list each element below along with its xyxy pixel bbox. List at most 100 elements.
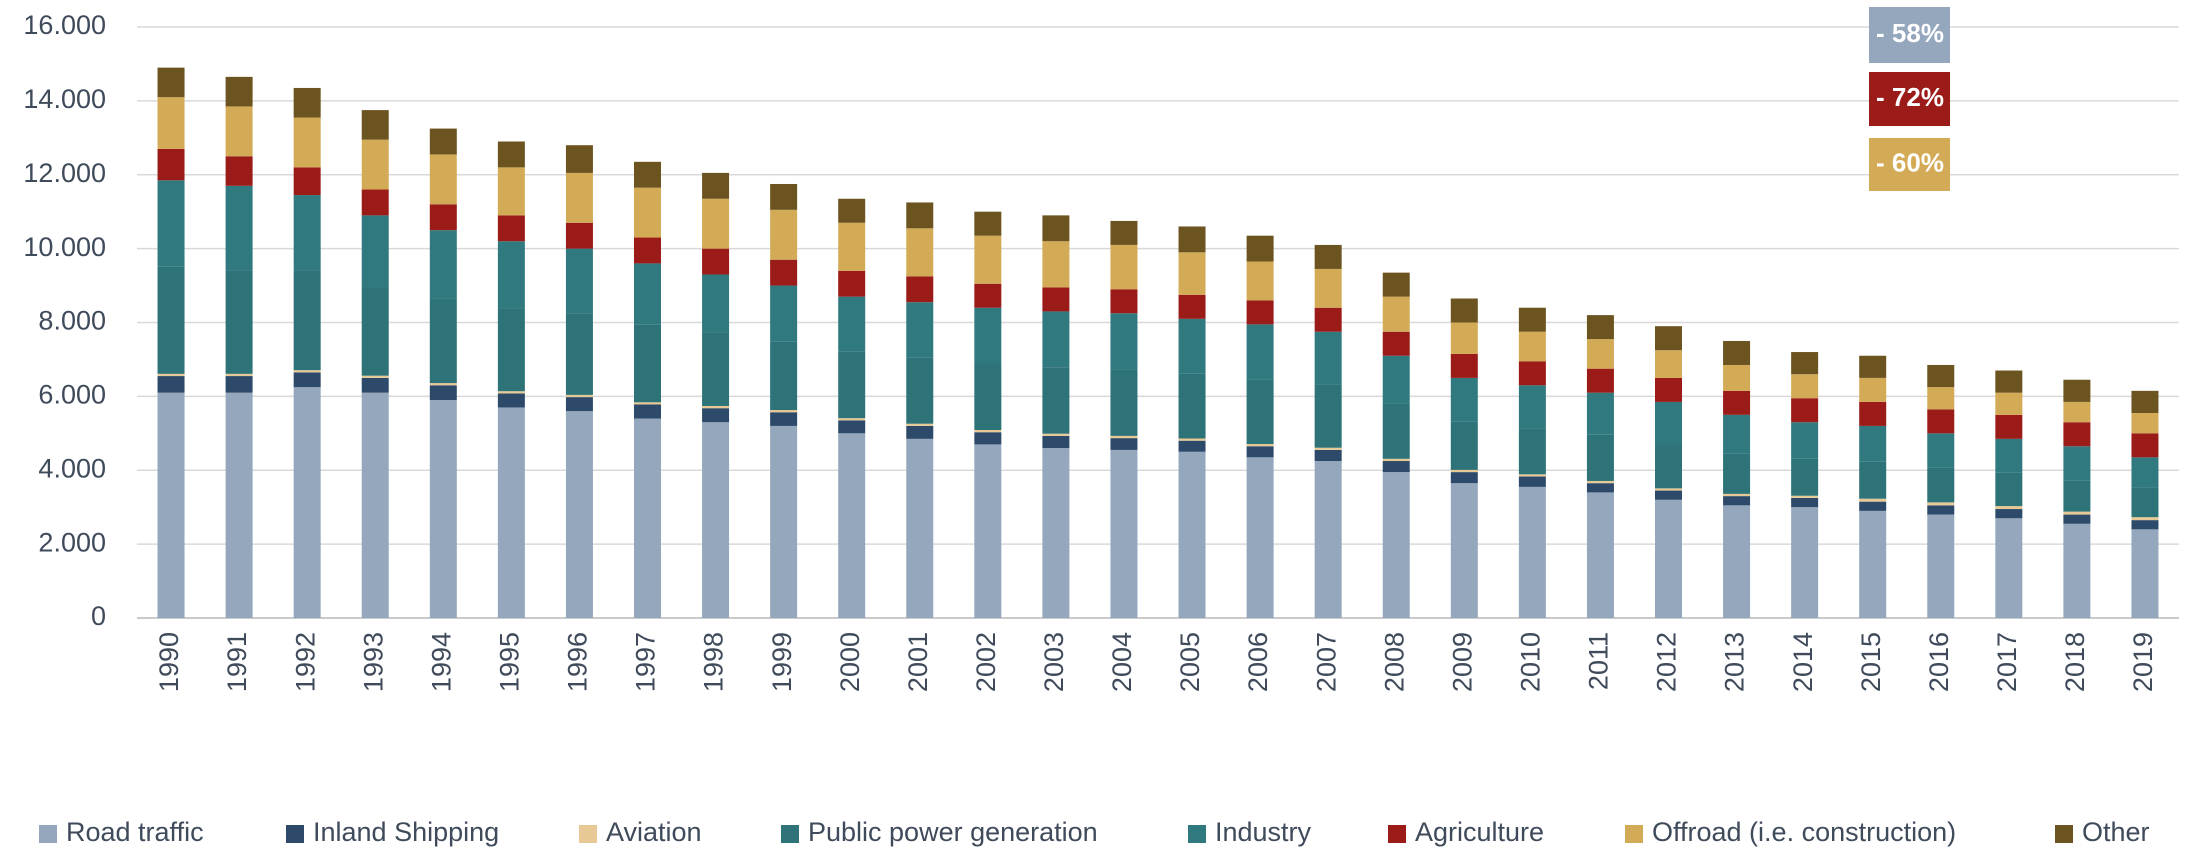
- y-tick-label: 12.000: [23, 158, 106, 188]
- annotation: - 72%: [1876, 82, 1944, 112]
- bar-segment: [1110, 244, 1138, 290]
- bar-segment: [565, 313, 593, 395]
- bar-segment: [634, 263, 661, 325]
- bar-segment: [2131, 517, 2159, 521]
- bar-segment: [838, 418, 866, 421]
- bar-segment: [770, 425, 798, 618]
- y-tick-label: 4.000: [38, 453, 106, 483]
- x-tick-label: 1994: [426, 632, 456, 692]
- bar-segment: [225, 106, 253, 157]
- bar-segment: [1518, 428, 1546, 475]
- bar-segment: [361, 215, 389, 288]
- bar-segment: [974, 429, 1002, 433]
- bar-segment: [838, 296, 866, 352]
- x-tick-label: 2007: [1311, 632, 1341, 692]
- bar-segment: [225, 392, 253, 618]
- legend-swatch: [1625, 825, 1643, 843]
- y-tick-label: 10.000: [23, 232, 106, 262]
- bar-segment: [1314, 331, 1342, 385]
- bar-segment: [1791, 398, 1819, 423]
- bar-segment: [1382, 472, 1410, 618]
- bar-segment: [1382, 296, 1410, 332]
- legend-label: Other: [2082, 817, 2150, 847]
- x-tick-label: 2014: [1788, 632, 1818, 692]
- bar-segment: [1518, 307, 1546, 332]
- bar-segment: [497, 141, 525, 168]
- bar-segment: [1791, 495, 1819, 498]
- bar-segment: [225, 373, 253, 377]
- legend-swatch: [781, 825, 799, 843]
- bar-segment: [1859, 377, 1887, 402]
- y-tick-label: 0: [91, 601, 106, 631]
- bar-segment: [2063, 511, 2091, 515]
- bar-segment: [1450, 322, 1478, 354]
- x-tick-label: 2003: [1039, 632, 1069, 692]
- bar-segment: [1178, 226, 1206, 253]
- bar-segment: [1382, 461, 1410, 473]
- bar-segment: [293, 270, 321, 371]
- bar-segment: [1110, 289, 1138, 314]
- x-tick-label: 2006: [1243, 632, 1273, 692]
- x-tick-label: 1990: [154, 632, 184, 692]
- bar-segment: [838, 222, 866, 271]
- bar-segment: [974, 307, 1002, 364]
- legend-label: Aviation: [606, 817, 702, 847]
- legend-label: Agriculture: [1415, 817, 1544, 847]
- bar-segment: [974, 363, 1002, 430]
- bar-segment: [838, 433, 866, 618]
- bar-segment: [702, 172, 730, 199]
- bar-segment: [770, 410, 798, 413]
- bar-segment: [225, 185, 253, 271]
- bar-segment: [1110, 220, 1138, 245]
- bar-segment: [1927, 514, 1955, 618]
- annotation: - 60%: [1876, 147, 1944, 177]
- bar-segment: [906, 202, 934, 229]
- x-tick-label: 1991: [222, 632, 252, 692]
- y-tick-label: 2.000: [38, 527, 106, 557]
- bar-segment: [1586, 492, 1614, 618]
- bar-segment: [702, 422, 730, 618]
- bar-segment: [838, 270, 866, 297]
- bar-segment: [2131, 390, 2159, 413]
- bar-segment: [770, 341, 798, 411]
- bar-segment: [497, 308, 525, 392]
- bar-segment: [1178, 294, 1206, 319]
- bar-segment: [1995, 414, 2023, 439]
- bar-segment: [1927, 387, 1955, 410]
- bar-segment: [1586, 480, 1614, 484]
- bar-segment: [1927, 502, 1955, 506]
- legend-swatch: [39, 825, 57, 843]
- bar-segment: [1314, 461, 1342, 618]
- bar-segment: [702, 405, 730, 409]
- bar-segment: [1042, 435, 1070, 449]
- bar-segment: [1859, 461, 1887, 499]
- bar-segment: [770, 183, 798, 210]
- legend-swatch: [2055, 825, 2073, 843]
- bar-segment: [1178, 373, 1206, 439]
- bar-segment: [1178, 451, 1206, 618]
- bar-segment: [1995, 472, 2023, 507]
- legend-label: Inland Shipping: [313, 817, 499, 847]
- bar-segment: [634, 402, 661, 405]
- x-tick-label: 2005: [1175, 632, 1205, 692]
- bar-segment: [1042, 448, 1070, 618]
- bar-segment: [1246, 324, 1274, 380]
- bar-segment: [974, 235, 1002, 284]
- bar-segment: [1518, 361, 1546, 386]
- bar-segment: [225, 376, 253, 393]
- bar-segment: [770, 209, 798, 260]
- bar-segment: [1314, 384, 1342, 448]
- bar-segment: [1110, 313, 1138, 370]
- bar-segment: [770, 285, 798, 342]
- x-tick-label: 1993: [358, 632, 388, 692]
- x-tick-label: 1998: [699, 632, 729, 692]
- bar-segment: [906, 425, 934, 439]
- bar-segment: [1859, 425, 1887, 462]
- x-tick-label: 1997: [631, 632, 661, 692]
- legend-label: Public power generation: [808, 817, 1098, 847]
- bar-segment: [565, 394, 593, 398]
- annotation-box: [1869, 138, 1950, 191]
- bar-segment: [1655, 350, 1682, 378]
- bar-segment: [1995, 509, 2023, 519]
- bar-segment: [225, 270, 253, 374]
